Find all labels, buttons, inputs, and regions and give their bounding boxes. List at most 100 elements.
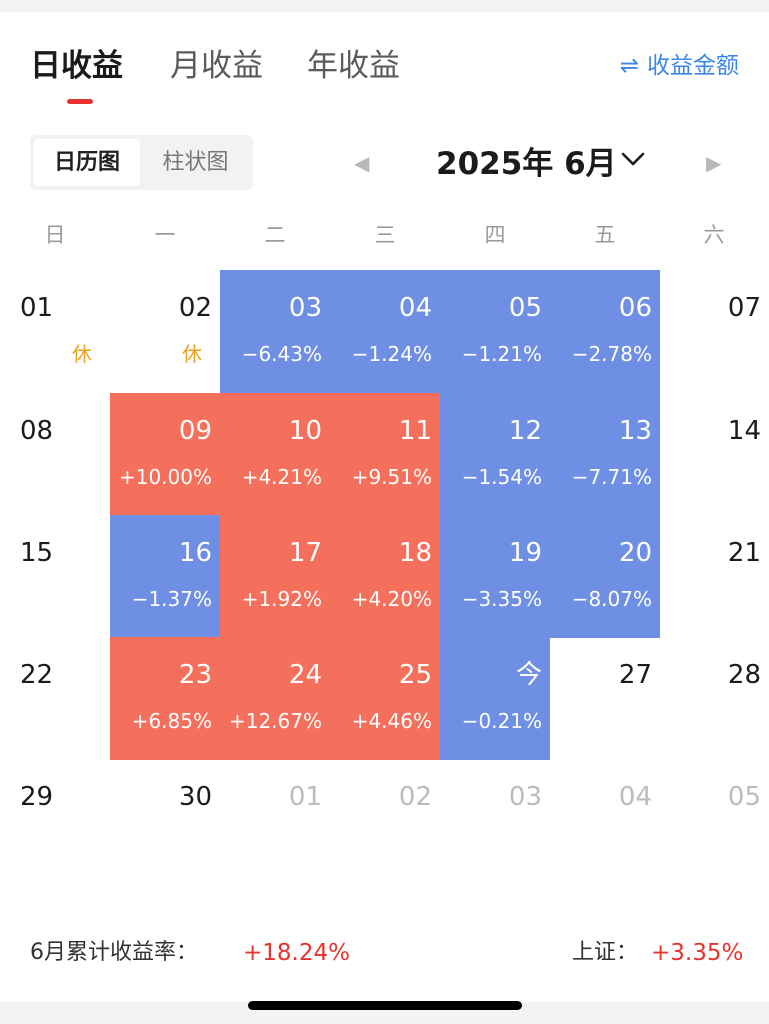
daily-return-value: +10.00% xyxy=(118,465,212,489)
calendar-day-cell[interactable]: 28 xyxy=(659,637,769,760)
calendar-day-cell[interactable]: 09 +10.00% xyxy=(110,393,220,516)
holiday-badge: 休 xyxy=(72,342,92,366)
daily-return-value: −0.21% xyxy=(461,709,542,733)
tab-daily-returns[interactable]: 日收益 xyxy=(30,48,123,84)
day-number: 06 xyxy=(618,293,652,323)
weekday-mon: 一 xyxy=(154,223,176,247)
calendar-day-cell[interactable]: 17 +1.92% xyxy=(220,515,330,638)
daily-return-value: −2.78% xyxy=(571,342,652,366)
daily-return-value: +9.51% xyxy=(351,465,432,489)
tab-yearly-returns[interactable]: 年收益 xyxy=(307,48,400,84)
calendar-day-cell[interactable]: 18 +4.20% xyxy=(330,515,440,638)
day-number: 09 xyxy=(178,416,212,446)
day-number: 今 xyxy=(515,660,542,690)
tab-monthly-returns[interactable]: 月收益 xyxy=(170,48,263,84)
active-tab-indicator xyxy=(67,99,93,104)
calendar-day-cell[interactable]: 03 xyxy=(440,759,550,882)
day-number: 10 xyxy=(288,416,322,446)
calendar-day-cell[interactable]: 03 −6.43% xyxy=(220,270,330,393)
chevron-down-icon[interactable] xyxy=(618,144,648,174)
triangle-left-icon[interactable]: ◀ xyxy=(354,151,370,175)
day-number: 01 xyxy=(20,293,54,323)
calendar-day-cell[interactable]: 06 −2.78% xyxy=(550,270,660,393)
calendar-day-cell[interactable]: 29 xyxy=(0,759,110,882)
calendar-day-cell[interactable]: 30 xyxy=(110,759,220,882)
holiday-badge: 休 xyxy=(182,342,202,366)
daily-return-value: −1.37% xyxy=(131,587,212,611)
view-toggle: 日历图 柱状图 xyxy=(30,135,253,190)
daily-return-value: +4.20% xyxy=(351,587,432,611)
daily-return-value: −6.43% xyxy=(241,342,322,366)
daily-return-value: −1.54% xyxy=(461,465,542,489)
calendar-day-cell[interactable]: 15 xyxy=(0,515,110,638)
day-number: 01 xyxy=(288,782,322,812)
calendar-day-cell[interactable]: 02 休 xyxy=(110,270,220,393)
calendar-day-cell[interactable]: 07 xyxy=(659,270,769,393)
calendar-day-cell[interactable]: 今 −0.21% xyxy=(440,637,550,760)
calendar-day-cell[interactable]: 23 +6.85% xyxy=(110,637,220,760)
calendar-day-cell[interactable]: 04 xyxy=(550,759,660,882)
shanghai-index-label: 上证： xyxy=(572,940,639,965)
day-number: 14 xyxy=(727,416,761,446)
daily-return-value: +1.92% xyxy=(241,587,322,611)
calendar-day-cell[interactable]: 24 +12.67% xyxy=(220,637,330,760)
daily-return-value: +6.85% xyxy=(131,709,212,733)
calendar-day-cell[interactable]: 19 −3.35% xyxy=(440,515,550,638)
daily-return-value: −1.21% xyxy=(461,342,542,366)
monthly-cumulative-label: 6月累计收益率： xyxy=(30,940,198,965)
monthly-cumulative-value: +18.24% xyxy=(243,940,350,966)
day-number: 27 xyxy=(618,660,652,690)
day-number: 19 xyxy=(508,538,542,568)
calendar-day-cell[interactable]: 10 +4.21% xyxy=(220,393,330,516)
weekday-sat: 六 xyxy=(703,223,725,247)
calendar-day-cell[interactable]: 16 −1.37% xyxy=(110,515,220,638)
calendar-day-cell[interactable]: 27 xyxy=(550,637,660,760)
swap-arrows-icon: ⇌ xyxy=(619,53,639,79)
daily-return-value: −7.71% xyxy=(571,465,652,489)
day-number: 25 xyxy=(398,660,432,690)
day-number: 03 xyxy=(288,293,322,323)
day-number: 17 xyxy=(288,538,322,568)
calendar-day-cell[interactable]: 11 +9.51% xyxy=(330,393,440,516)
daily-return-value: +12.67% xyxy=(228,709,322,733)
calendar-day-cell[interactable]: 01 xyxy=(220,759,330,882)
day-number: 03 xyxy=(508,782,542,812)
calendar-day-cell[interactable]: 05 xyxy=(659,759,769,882)
calendar-day-cell[interactable]: 14 xyxy=(659,393,769,516)
day-number: 20 xyxy=(618,538,652,568)
day-number: 28 xyxy=(727,660,761,690)
triangle-right-icon[interactable]: ▶ xyxy=(706,151,722,175)
day-number: 02 xyxy=(398,782,432,812)
calendar-day-cell[interactable]: 22 xyxy=(0,637,110,760)
calendar-day-cell[interactable]: 13 −7.71% xyxy=(550,393,660,516)
switch-link-label: 收益金额 xyxy=(647,53,739,79)
day-number: 22 xyxy=(20,660,54,690)
weekday-tue: 二 xyxy=(264,223,286,247)
day-number: 18 xyxy=(398,538,432,568)
weekday-wed: 三 xyxy=(374,223,396,247)
calendar-day-cell[interactable]: 21 xyxy=(659,515,769,638)
calendar-day-cell[interactable]: 20 −8.07% xyxy=(550,515,660,638)
day-number: 21 xyxy=(727,538,761,568)
calendar-day-cell[interactable]: 01 休 xyxy=(0,270,110,393)
calendar-day-cell[interactable]: 08 xyxy=(0,393,110,516)
bar-chart-view-button[interactable]: 柱状图 xyxy=(162,150,229,175)
day-number: 04 xyxy=(398,293,432,323)
weekday-thu: 四 xyxy=(484,223,506,247)
calendar-day-cell[interactable]: 25 +4.46% xyxy=(330,637,440,760)
day-number: 02 xyxy=(178,293,212,323)
daily-return-value: −1.24% xyxy=(351,342,432,366)
calendar-view-button[interactable]: 日历图 xyxy=(34,139,140,186)
calendar-day-cell[interactable]: 02 xyxy=(330,759,440,882)
calendar-day-cell[interactable]: 04 −1.24% xyxy=(330,270,440,393)
month-selector[interactable]: 2025年 6月 xyxy=(436,146,617,182)
calendar-day-cell[interactable]: 05 −1.21% xyxy=(440,270,550,393)
shanghai-index-value: +3.35% xyxy=(651,940,744,966)
day-number: 30 xyxy=(178,782,212,812)
day-number: 07 xyxy=(727,293,761,323)
day-number: 29 xyxy=(20,782,54,812)
day-number: 11 xyxy=(398,416,432,446)
day-number: 13 xyxy=(618,416,652,446)
calendar-day-cell[interactable]: 12 −1.54% xyxy=(440,393,550,516)
switch-to-amount-link[interactable]: ⇌ 收益金额 xyxy=(620,48,739,84)
